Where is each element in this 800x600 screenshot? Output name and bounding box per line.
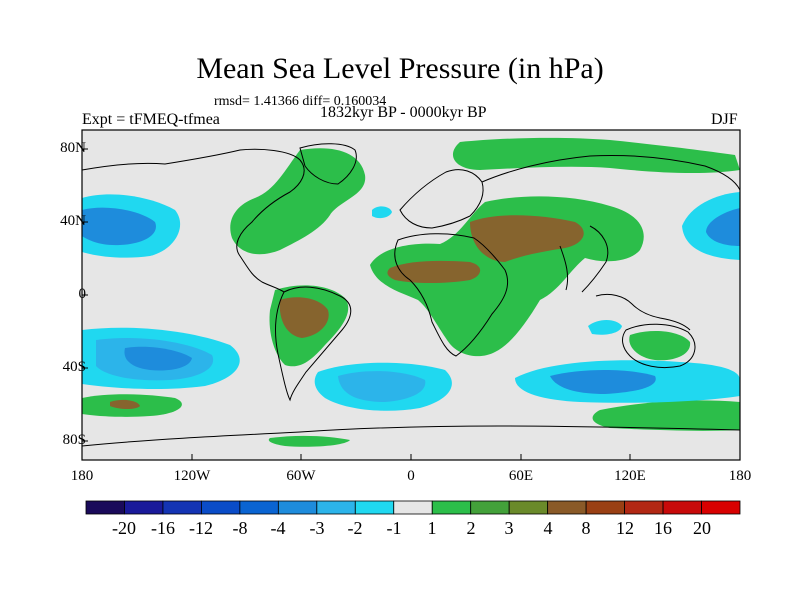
anomaly-brown-north-africa	[387, 260, 481, 283]
lon-tick-label: 0	[407, 468, 415, 484]
strong-positive-anomaly-regions	[110, 215, 584, 409]
anomaly-blue-north-pacific-west-core	[82, 207, 156, 246]
anomaly-green-south-indian-band	[592, 400, 740, 431]
lat-tick-label: 80S	[62, 432, 86, 448]
negative-anomaly-regions	[82, 192, 740, 411]
anomaly-blue-tropical-pacific	[588, 320, 622, 335]
anomaly-blue-north-pacific-east-core	[706, 208, 740, 246]
coast-africa	[394, 233, 509, 357]
colorbar-box	[470, 500, 510, 515]
colorbar-label: 2	[466, 518, 476, 538]
colorbar-box	[431, 500, 472, 515]
lon-tick-label: 180	[728, 468, 752, 484]
colorbar-box	[585, 500, 625, 515]
colorbar-box	[393, 500, 433, 515]
coast-greenland	[299, 143, 357, 185]
coast-southeast-asia	[595, 293, 691, 331]
colorbar-box	[624, 500, 664, 515]
colorbar-box	[162, 500, 202, 515]
colorbar-box	[354, 500, 395, 515]
anomaly-blue-south-atlantic-core	[338, 371, 426, 402]
colorbar-box	[85, 500, 125, 515]
colorbar-box	[662, 500, 702, 515]
lon-tick-label: 120W	[173, 468, 211, 484]
coast-south-america	[275, 286, 352, 402]
colorbar-box	[124, 500, 164, 515]
colorbar-label: 16	[654, 518, 672, 538]
axis-ticks	[81, 148, 741, 460]
anomaly-brown-asia	[470, 215, 584, 262]
colorbar-label: -16	[151, 518, 175, 538]
coast-antarctica	[81, 425, 741, 447]
colorbar-label: 8	[581, 518, 591, 538]
colorbar-box	[547, 500, 587, 515]
anomaly-green-antarctic	[268, 435, 350, 447]
anomaly-blue-north-atlantic	[372, 206, 392, 219]
coast-europe	[399, 169, 484, 229]
colorbar-box	[508, 500, 549, 515]
colorbar-label: -12	[189, 518, 213, 538]
stats-line: rmsd= 1.41366 diff= 0.160034	[214, 94, 387, 109]
lat-tick-label: 40N	[60, 213, 86, 229]
anomaly-blue-south-indian-core	[550, 370, 656, 394]
coast-north-america	[81, 148, 305, 293]
lon-tick-label: 60W	[286, 468, 316, 484]
period-label: 1832kyr BP - 0000kyr BP	[320, 104, 487, 121]
colorbar-label: -8	[232, 518, 248, 538]
anomaly-blue-south-pacific-core	[124, 346, 192, 371]
anomaly-brown-south-america	[279, 297, 329, 338]
anomaly-green-north-atlantic	[230, 148, 366, 255]
lat-tick-label: 40S	[62, 359, 86, 375]
colorbar-label: 1	[427, 518, 437, 538]
experiment-label: Expt = tFMEQ-tfmea	[82, 111, 220, 128]
map-panel	[81, 129, 741, 461]
colorbar-box	[701, 500, 741, 515]
colorbar-label: -20	[112, 518, 136, 538]
colorbar-label: 3	[504, 518, 514, 538]
plot-title: Mean Sea Level Pressure (in hPa)	[196, 52, 604, 85]
colorbar-label: -4	[270, 518, 286, 538]
lon-tick-label: 120E	[614, 468, 646, 484]
coast-australia	[622, 323, 696, 369]
colorbar-label: 20	[693, 518, 711, 538]
anomaly-green-australia	[629, 330, 691, 361]
colorbar	[85, 500, 741, 515]
colorbar-box	[239, 500, 279, 515]
coastlines	[81, 143, 741, 447]
colorbar-label: -2	[347, 518, 363, 538]
lat-tick-label: 80N	[60, 140, 86, 156]
colorbar-label: 4	[543, 518, 553, 538]
coast-asia	[481, 154, 741, 293]
colorbar-box	[316, 500, 356, 515]
colorbar-label: -1	[386, 518, 402, 538]
colorbar-label: 12	[616, 518, 634, 538]
anomaly-brown-south-pacific	[110, 399, 140, 409]
colorbar-label: -3	[309, 518, 325, 538]
colorbar-box	[277, 500, 318, 515]
colorbar-box	[201, 500, 241, 515]
lon-tick-label: 180	[70, 468, 94, 484]
lat-tick-label: 0	[78, 286, 87, 302]
lon-tick-label: 60E	[508, 468, 534, 484]
season-label: DJF	[711, 111, 738, 128]
